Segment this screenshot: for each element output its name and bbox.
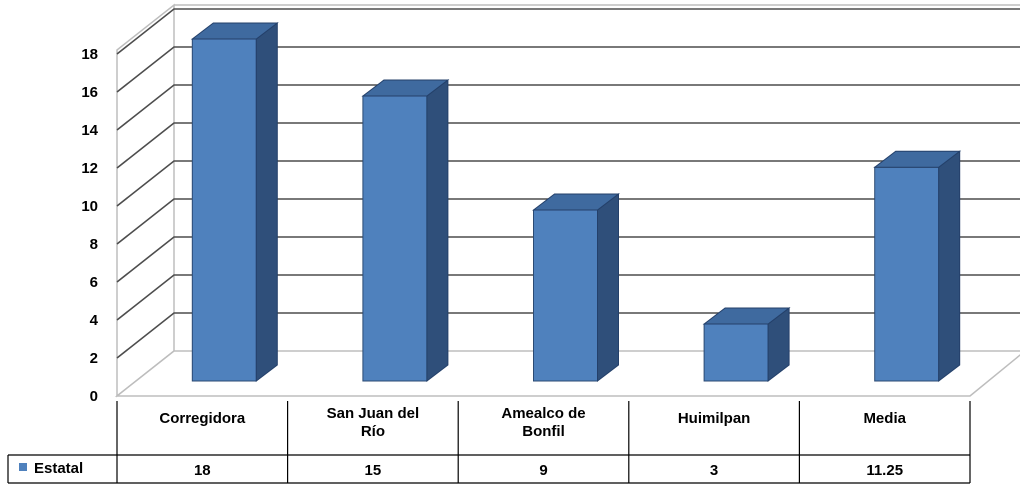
y-tick-label: 16 bbox=[81, 84, 98, 101]
data-table: Corregidora San Juan del Río Amealco de Bonf… bbox=[7, 401, 971, 484]
y-tick-label: 12 bbox=[81, 160, 98, 177]
y-tick-label: 2 bbox=[90, 350, 98, 367]
bar-front bbox=[533, 209, 598, 382]
bar-top bbox=[361, 79, 450, 97]
gridline bbox=[116, 122, 1020, 169]
y-tick-label: 4 bbox=[90, 312, 99, 329]
bar-top bbox=[532, 193, 620, 211]
bar bbox=[190, 21, 279, 383]
bar bbox=[702, 306, 791, 383]
bar-front bbox=[703, 323, 769, 382]
category-label: Amealco de Bonfil bbox=[501, 405, 585, 440]
y-tick-label: 18 bbox=[81, 46, 98, 63]
bar bbox=[873, 150, 962, 383]
gridline bbox=[116, 198, 1020, 245]
category-label: Corregidora bbox=[159, 410, 246, 427]
category-label: San Juan del Río bbox=[327, 405, 420, 440]
side-wall bbox=[116, 3, 175, 398]
y-axis-ticks: 0 2 4 6 8 10 12 14 16 18 bbox=[81, 46, 98, 405]
y-tick-label: 10 bbox=[81, 198, 98, 215]
category-label: Media bbox=[863, 410, 906, 427]
bar-front bbox=[362, 95, 428, 382]
gridline bbox=[116, 274, 1020, 321]
category-label: Huimilpan bbox=[678, 410, 751, 427]
gridline bbox=[116, 8, 1020, 55]
gridline bbox=[116, 160, 1020, 207]
bar-side bbox=[938, 150, 961, 383]
value-label: 11.25 bbox=[866, 462, 903, 479]
bar-side bbox=[255, 21, 278, 383]
bar-top bbox=[190, 22, 279, 40]
gridline bbox=[116, 84, 1020, 131]
gridline bbox=[116, 46, 1020, 93]
y-tick-label: 14 bbox=[81, 122, 98, 139]
legend-key bbox=[19, 463, 27, 471]
value-label: 9 bbox=[539, 462, 547, 479]
value-label: 3 bbox=[710, 462, 718, 479]
y-tick-label: 6 bbox=[90, 274, 98, 291]
bar-front bbox=[874, 166, 940, 382]
y-tick-label: 8 bbox=[90, 236, 98, 253]
bar-side bbox=[426, 78, 449, 383]
gridlines bbox=[116, 8, 1020, 359]
bar-top bbox=[873, 150, 962, 168]
value-label: 15 bbox=[365, 462, 382, 479]
bar-top bbox=[702, 307, 791, 325]
legend-label: Estatal bbox=[34, 460, 83, 477]
value-label: 18 bbox=[194, 462, 211, 479]
gridline bbox=[116, 236, 1020, 283]
bar bbox=[361, 78, 450, 383]
bar-side bbox=[597, 192, 619, 383]
y-tick-label: 0 bbox=[90, 388, 98, 405]
bar-front bbox=[191, 38, 257, 382]
bar bbox=[532, 192, 620, 383]
bars bbox=[190, 21, 962, 383]
